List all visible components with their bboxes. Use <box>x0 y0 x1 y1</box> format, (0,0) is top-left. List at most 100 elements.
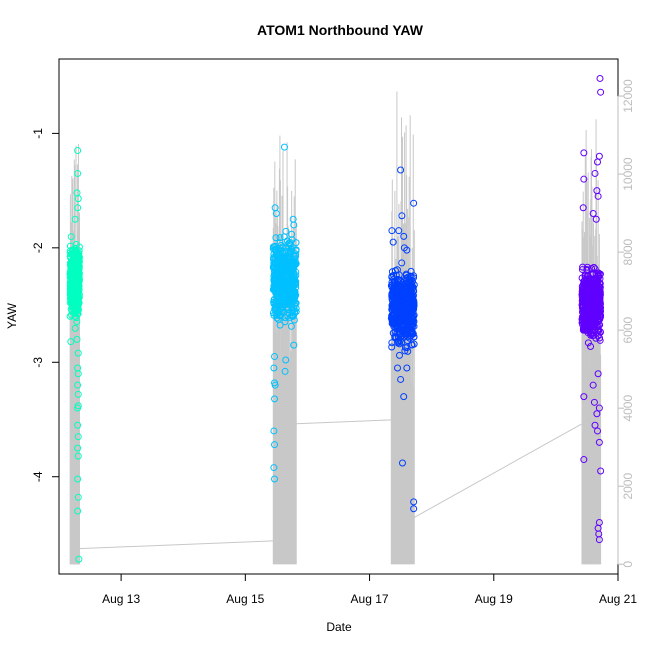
data-point <box>592 215 600 223</box>
data-point <box>403 364 411 372</box>
data-point <box>388 304 396 312</box>
data-point <box>270 295 278 303</box>
data-point <box>74 297 82 305</box>
data-point <box>271 441 279 449</box>
data-point <box>74 195 82 203</box>
data-point <box>72 246 80 254</box>
data-point <box>388 290 396 298</box>
data-point <box>292 246 300 254</box>
data-point <box>580 175 588 183</box>
data-point <box>397 375 405 383</box>
data-point <box>271 246 279 254</box>
data-point <box>407 276 415 284</box>
data-point <box>594 158 601 166</box>
y-tick-label: -3 <box>31 357 45 368</box>
data-point <box>73 307 81 315</box>
data-point <box>66 268 74 276</box>
data-point <box>579 289 587 297</box>
data-point <box>277 241 285 249</box>
data-point <box>406 327 414 335</box>
data-point <box>68 259 76 267</box>
data-point <box>580 277 588 285</box>
data-point <box>273 314 281 322</box>
data-point <box>75 277 83 285</box>
data-point <box>71 281 79 289</box>
data-point <box>73 335 81 343</box>
data-point <box>596 297 604 305</box>
data-point <box>596 270 604 278</box>
data-point <box>287 271 295 279</box>
data-point <box>74 390 82 398</box>
data-point <box>580 149 588 157</box>
data-point <box>595 438 603 446</box>
data-point <box>583 300 591 308</box>
y-axis-label: YAW <box>5 302 19 329</box>
y-tick-label: -2 <box>31 242 45 253</box>
data-point <box>66 242 74 250</box>
data-point <box>388 343 396 351</box>
data-point <box>589 381 597 389</box>
data-point <box>278 269 286 277</box>
data-point <box>584 339 592 347</box>
data-point <box>290 341 298 349</box>
data-point <box>278 293 286 301</box>
data-point <box>395 227 403 235</box>
data-point <box>393 292 401 300</box>
data-point <box>391 333 399 341</box>
data-point <box>579 312 587 320</box>
data-point <box>73 298 81 306</box>
x-tick-label: Aug 21 <box>599 592 637 606</box>
data-point <box>271 381 279 389</box>
data-point <box>270 427 278 435</box>
data-point <box>292 304 300 312</box>
plot-frame <box>58 58 619 575</box>
data-point <box>281 288 289 296</box>
data-point <box>396 309 404 317</box>
data-point <box>291 261 299 269</box>
x-tick-label: Aug 15 <box>226 592 264 606</box>
x-axis-label: Date <box>326 620 352 634</box>
data-point <box>74 287 82 295</box>
chart-title: ATOM1 Northbound YAW <box>257 22 424 38</box>
data-point <box>72 263 80 270</box>
data-point <box>408 341 416 349</box>
data-point <box>581 325 589 333</box>
data-point <box>286 241 294 249</box>
data-point <box>270 276 278 284</box>
data-point <box>71 215 79 223</box>
data-point <box>269 263 277 271</box>
data-point <box>394 364 402 372</box>
data-point <box>580 393 588 401</box>
data-point <box>74 433 82 441</box>
data-point <box>70 298 78 306</box>
data-point <box>278 302 286 310</box>
y2-series <box>69 91 602 565</box>
data-point <box>74 493 82 501</box>
data-point <box>593 410 601 418</box>
data-point <box>280 233 288 241</box>
data-point <box>583 284 591 292</box>
data-point <box>590 276 598 284</box>
data-point <box>400 322 408 330</box>
data-point <box>284 312 292 320</box>
data-point <box>278 243 286 251</box>
data-point <box>285 240 293 248</box>
data-point <box>595 152 603 160</box>
data-point <box>281 273 289 281</box>
data-point <box>587 342 595 350</box>
data-point <box>74 274 82 282</box>
y2-connector <box>79 540 274 550</box>
data-point <box>292 281 300 289</box>
x-tick-label: Aug 19 <box>475 592 513 606</box>
x-axis: Aug 13 Aug 15 Aug 17 Aug 19 Aug 21 <box>102 573 637 606</box>
y2-connector <box>296 419 392 425</box>
data-point <box>594 427 601 435</box>
y-tick-label: -4 <box>31 471 45 482</box>
data-point <box>408 304 416 312</box>
data-point <box>594 192 602 200</box>
data-point <box>389 305 397 313</box>
data-point <box>272 310 280 318</box>
y2-tick-label: 0 <box>621 561 635 568</box>
data-point <box>407 289 415 297</box>
data-point <box>277 262 285 270</box>
